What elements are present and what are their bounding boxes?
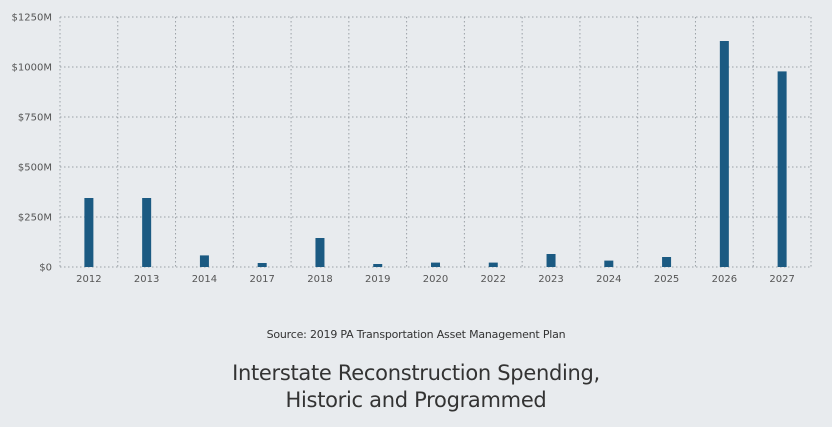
bar-2027 xyxy=(777,71,787,268)
bar-2018 xyxy=(315,238,325,267)
chart-title-line-1: Interstate Reconstruction Spending, xyxy=(232,361,600,385)
bar-2014 xyxy=(199,255,209,267)
x-tick-label: 2019 xyxy=(365,274,390,285)
x-tick-label: 2026 xyxy=(712,274,737,285)
chart: $0 $250M $500M $750M $1000M $1250M 2012 2013 201… xyxy=(12,13,812,285)
x-tick-label: 2012 xyxy=(76,274,101,285)
bar-2013 xyxy=(142,198,152,267)
x-tick-label: 2014 xyxy=(192,274,217,285)
y-tick-label: $500M xyxy=(18,163,52,174)
y-tick-label: $1250M xyxy=(12,13,52,24)
chart-title: Interstate Reconstruction Spending, Hist… xyxy=(0,360,832,414)
bar-2017 xyxy=(257,263,267,267)
y-tick-label: $0 xyxy=(39,263,52,274)
x-tick-label: 2020 xyxy=(423,274,448,285)
bar-2023 xyxy=(546,254,556,267)
x-tick-label: 2027 xyxy=(769,274,794,285)
y-tick-label: $250M xyxy=(18,213,52,224)
x-tick-label: 2024 xyxy=(596,274,621,285)
x-tick-label: 2025 xyxy=(654,274,679,285)
bar-2024 xyxy=(604,260,614,267)
x-tick-label: 2022 xyxy=(481,274,506,285)
bar-2012 xyxy=(84,198,94,267)
x-tick-label: 2023 xyxy=(538,274,563,285)
bar-2026 xyxy=(719,41,729,267)
x-tick-label: 2018 xyxy=(307,274,332,285)
bar-2025 xyxy=(662,257,672,267)
y-tick-label: $750M xyxy=(18,113,52,124)
bar-2019 xyxy=(373,264,383,267)
y-tick-label: $1000M xyxy=(12,63,52,74)
x-tick-label: 2013 xyxy=(134,274,159,285)
bar-2022 xyxy=(488,262,498,267)
chart-source: Source: 2019 PA Transportation Asset Man… xyxy=(266,328,566,341)
chart-title-line-2: Historic and Programmed xyxy=(285,388,547,412)
bar-2020 xyxy=(431,262,440,267)
x-tick-label: 2017 xyxy=(249,274,274,285)
